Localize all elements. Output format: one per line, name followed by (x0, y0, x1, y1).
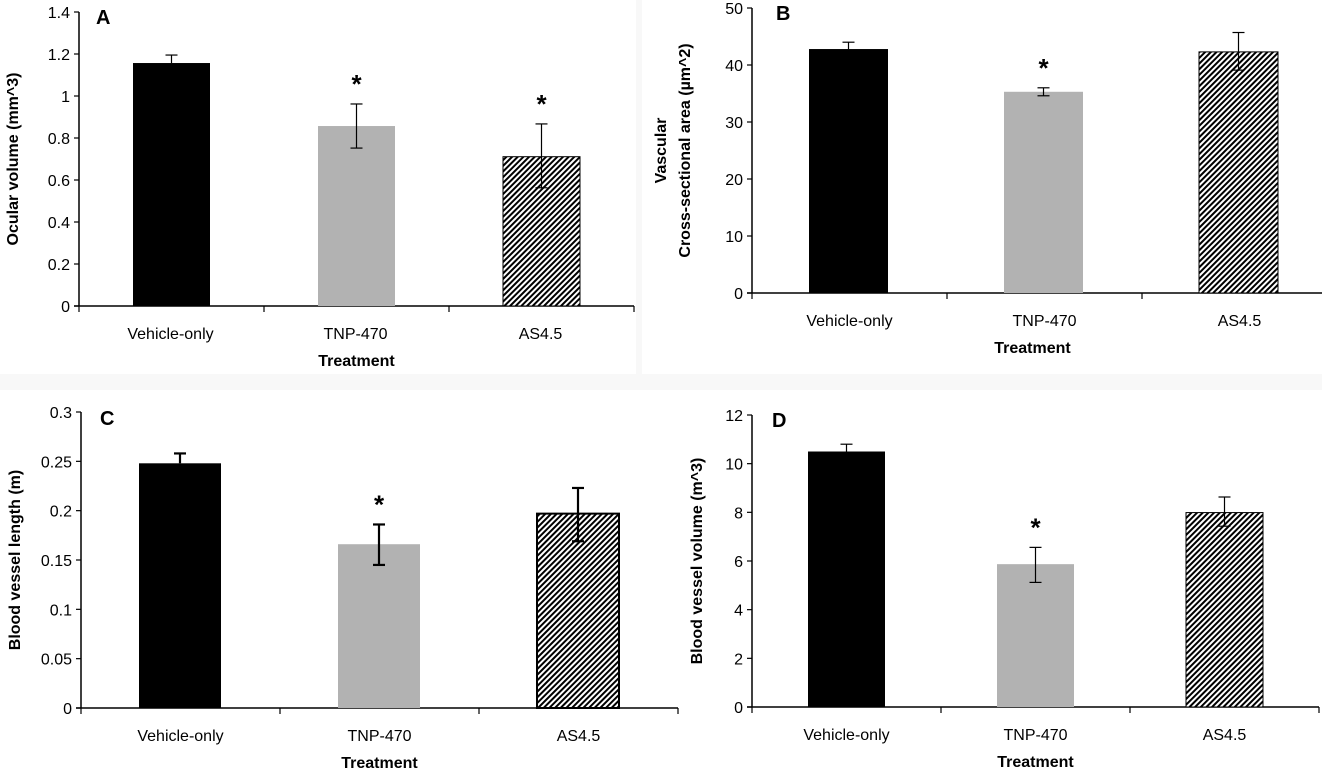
y-tick-label: 20 (725, 172, 743, 189)
significance-marker: * (1038, 53, 1049, 83)
panel-letter: C (100, 408, 114, 430)
panel-a: 0 0.2 0.4 0.6 0.8 1 1.2 1.4 Vehicle-only * TNP-470… (5, 5, 635, 370)
y-tick-label: 0.2 (48, 257, 70, 274)
y-axis-title: Blood vessel volume (m^3) (689, 458, 706, 665)
y-axis-title: Blood vessel length (m) (7, 470, 24, 650)
y-tick-label: 0.05 (41, 652, 72, 669)
bar-as4-5 (1198, 51, 1279, 294)
y-tick-label: 1 (61, 89, 70, 106)
x-category-label: AS4.5 (557, 728, 601, 745)
bar-vehicle-only (809, 49, 888, 293)
y-tick-label: 40 (725, 58, 743, 75)
bar-vehicle-only (133, 63, 210, 306)
y-tick-label: 0.15 (41, 553, 72, 570)
y-tick-label: 0.2 (50, 504, 72, 521)
panel-separator (636, 0, 642, 380)
x-axis-title: Treatment (997, 754, 1074, 771)
y-tick-label: 0.8 (48, 131, 70, 148)
bar-vehicle-only (139, 463, 221, 708)
bar-as4-5 (536, 512, 620, 709)
x-category-label: Vehicle-only (127, 326, 213, 343)
y-tick-label: 30 (725, 115, 743, 132)
x-category-label: TNP-470 (347, 728, 411, 745)
y-tick-label: 1.4 (48, 5, 70, 22)
x-category-label: AS4.5 (519, 326, 563, 343)
x-axis-title: Treatment (318, 353, 395, 370)
bar-tnp-470 (318, 126, 395, 306)
y-tick-label: 10 (725, 229, 743, 246)
y-tick-label: 0.25 (41, 454, 72, 471)
y-tick-label: 6 (734, 554, 743, 571)
y-axis-title: Ocular volume (mm^3) (5, 73, 22, 246)
y-tick-label: 0 (61, 299, 70, 316)
x-category-label: AS4.5 (1218, 313, 1262, 330)
y-tick-label: 0.6 (48, 173, 70, 190)
y-tick-label: 0.1 (50, 602, 72, 619)
panel-letter: B (776, 3, 790, 25)
x-axis-title: Treatment (341, 755, 418, 772)
panel-d: 0 2 4 6 8 10 12 Vehicle-only * TNP-470 AS4.5 Treatm… (689, 408, 1320, 771)
bar-as4-5 (1185, 512, 1264, 708)
bar-tnp-470 (1004, 91, 1083, 293)
bar-vehicle-only (808, 451, 885, 707)
y-axis-title-line1: Vascular (653, 118, 670, 184)
x-category-label: Vehicle-only (806, 313, 892, 330)
x-category-label: TNP-470 (323, 326, 387, 343)
y-tick-label: 0.4 (48, 215, 70, 232)
x-axis-title: Treatment (994, 340, 1071, 357)
panel-separator (0, 374, 1322, 390)
bar-tnp-470 (338, 544, 420, 708)
y-tick-label: 4 (734, 603, 743, 620)
panel-letter: D (772, 410, 786, 432)
y-tick-label: 0 (734, 286, 743, 303)
x-category-label: Vehicle-only (803, 727, 889, 744)
significance-marker: * (1030, 512, 1041, 542)
y-tick-label: 0.3 (50, 405, 72, 422)
y-tick-label: 2 (734, 651, 743, 668)
panel-letter: A (96, 7, 110, 29)
y-tick-label: 8 (734, 505, 743, 522)
y-tick-label: 0 (63, 701, 72, 718)
y-tick-label: 10 (725, 457, 743, 474)
y-tick-label: 1.2 (48, 47, 70, 64)
x-category-label: Vehicle-only (137, 728, 223, 745)
y-axis-title-line2: Cross-sectional area (µm^2) (677, 43, 694, 257)
significance-marker: * (374, 489, 385, 519)
panel-c: 0 0.05 0.1 0.15 0.2 0.25 0.3 Vehicle-only * TNP-4… (7, 405, 679, 772)
y-tick-label: 0 (734, 700, 743, 717)
panel-b: 0 10 20 30 40 50 Vehicle-only * TNP-470 AS4.5 Trea… (653, 1, 1322, 357)
significance-marker: * (351, 69, 362, 99)
x-category-label: TNP-470 (1012, 313, 1076, 330)
bar-tnp-470 (997, 564, 1074, 707)
x-category-label: TNP-470 (1003, 727, 1067, 744)
y-tick-label: 50 (725, 1, 743, 18)
y-tick-label: 12 (725, 408, 743, 425)
x-category-label: AS4.5 (1203, 727, 1247, 744)
significance-marker: * (536, 89, 547, 119)
